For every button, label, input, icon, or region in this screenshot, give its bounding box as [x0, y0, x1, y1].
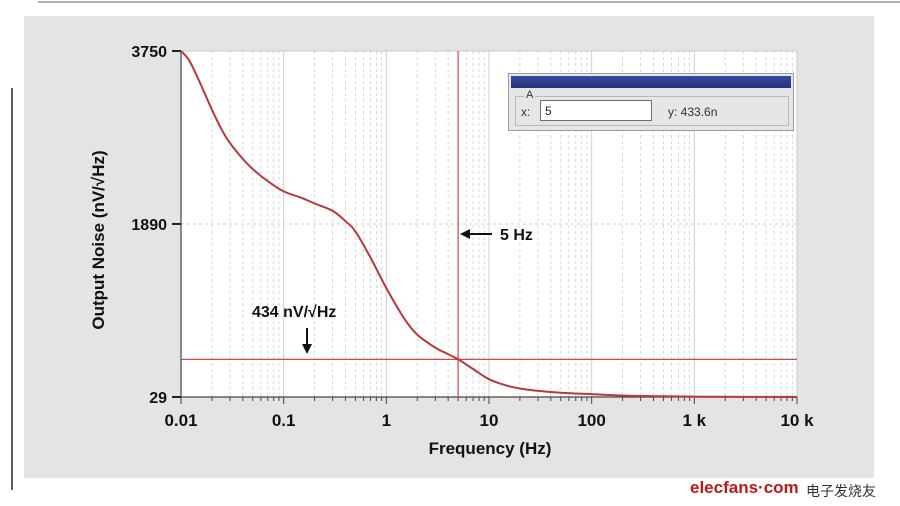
watermark-brand-cn: 电子发烧友 — [806, 484, 876, 500]
grid — [180, 51, 797, 397]
noise-annotation: 434 nV/√Hz — [252, 304, 336, 321]
freq-arrow-head — [460, 229, 470, 239]
cursor-a-label: A — [524, 89, 536, 101]
x-tick-labels: 0.01 0.1 1 10 100 1 k 10 k — [164, 411, 814, 430]
x-tick-label: 0.01 — [164, 411, 197, 430]
y-tick-label: 29 — [149, 390, 167, 407]
y-tick-labels: 29 1890 3750 — [131, 44, 167, 407]
cursor-x-label: x: — [521, 105, 531, 119]
cursor-panel-titlebar[interactable] — [511, 76, 791, 88]
x-tick-label: 1 — [382, 411, 391, 430]
x-tick-label: 100 — [577, 411, 605, 430]
x-axis-title: Frequency (Hz) — [429, 439, 552, 458]
x-tick-label: 10 k — [780, 411, 814, 430]
noise-arrow-head — [302, 344, 312, 354]
freq-annotation: 5 Hz — [500, 227, 533, 244]
cursor-y-readout: y: 433.6n — [668, 105, 718, 119]
noise-curve — [180, 50, 798, 398]
watermark-brand: elecfans·com — [690, 478, 799, 497]
cursor-readout-panel: A x: y: 433.6n — [508, 73, 794, 131]
x-tick-label: 0.1 — [272, 411, 296, 430]
y-tick-label: 3750 — [131, 44, 167, 61]
x-tick-label: 1 k — [683, 411, 707, 430]
cursor-x-input[interactable] — [540, 100, 652, 121]
cursor-a-group: A x: y: 433.6n — [515, 89, 789, 126]
y-tick-label: 1890 — [131, 217, 167, 234]
y-axis-title: Output Noise (nV/√Hz) — [89, 150, 108, 329]
x-tick-label: 10 — [480, 411, 499, 430]
cursor-lines — [181, 51, 797, 397]
